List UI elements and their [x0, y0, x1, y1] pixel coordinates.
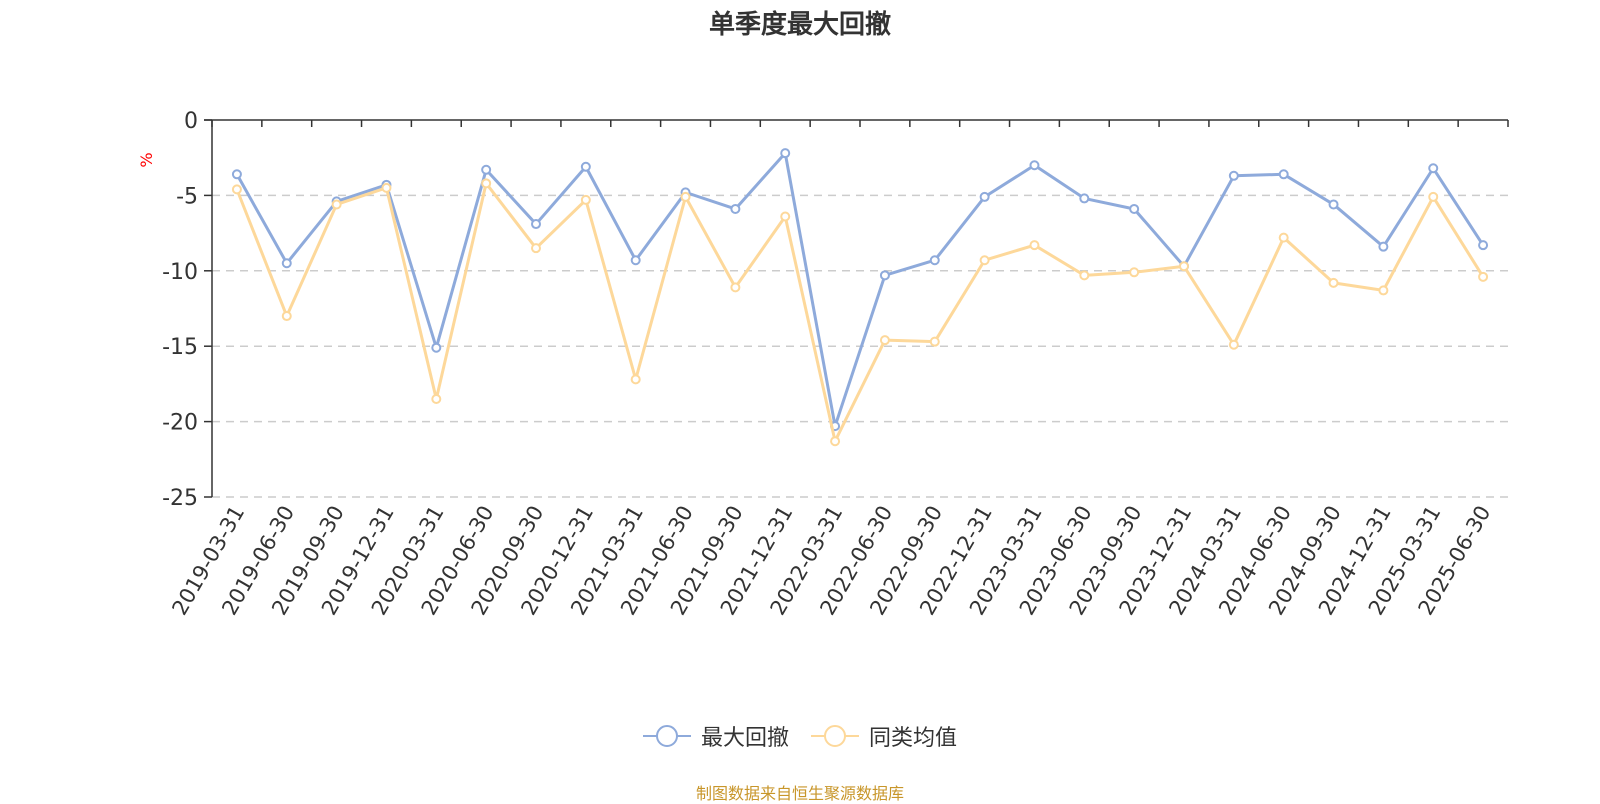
- data-point-series-1: [1129, 203, 1140, 214]
- data-point-series-1: [1328, 199, 1339, 210]
- data-point-series-1: [431, 342, 442, 353]
- data-point-series-2: [281, 311, 292, 322]
- data-point-series-2: [1129, 267, 1140, 278]
- data-point-series-2: [1428, 191, 1439, 202]
- y-tick-label: -25: [162, 486, 198, 511]
- data-point-series-1: [481, 164, 492, 175]
- series-lines: [231, 148, 1489, 447]
- legend-item-2[interactable]: 同类均值: [811, 720, 957, 752]
- data-point-series-1: [1378, 241, 1389, 252]
- legend-label: 最大回撤: [700, 726, 789, 751]
- data-point-series-2: [1328, 277, 1339, 288]
- y-tick-label: -15: [162, 335, 198, 360]
- data-point-series-2: [580, 194, 591, 205]
- data-point-series-2: [929, 336, 940, 347]
- data-point-series-1: [281, 258, 292, 269]
- data-point-series-2: [531, 243, 541, 254]
- y-tick-label: -20: [162, 411, 198, 436]
- data-point-series-1: [1029, 160, 1040, 171]
- data-point-series-2: [1179, 261, 1189, 272]
- data-point-series-1: [1079, 193, 1090, 204]
- y-tick-label: -10: [162, 260, 198, 285]
- data-point-series-2: [1079, 270, 1090, 281]
- data-point-series-2: [1228, 339, 1239, 350]
- line-chart: 0-5-10-15-20-252019-03-312019-06-302019-…: [137, 109, 1509, 619]
- data-point-series-1: [1428, 163, 1439, 174]
- series-line-1: [235, 151, 1485, 428]
- data-point-series-2: [1378, 285, 1389, 296]
- source-note: 制图数据来自恒生聚源数据库: [695, 784, 904, 803]
- data-point-series-1: [879, 270, 890, 281]
- data-point-series-1: [929, 255, 940, 266]
- data-point-series-2: [730, 282, 741, 293]
- data-point-series-1: [780, 148, 791, 159]
- y-tick-label: 0: [184, 109, 198, 134]
- data-point-series-2: [1029, 240, 1040, 251]
- data-point-series-1: [1228, 170, 1239, 181]
- legend: 最大回撤 同类均值: [0, 720, 1600, 752]
- data-point-series-2: [879, 335, 890, 346]
- data-point-series-1: [531, 219, 541, 230]
- y-axis-unit: %: [137, 152, 156, 167]
- legend-item-1[interactable]: 最大回撤: [642, 720, 789, 752]
- data-point-series-1: [630, 255, 641, 266]
- legend-marker-icon: [642, 725, 691, 747]
- data-point-series-2: [1478, 271, 1489, 282]
- data-point-series-1: [730, 203, 741, 214]
- series-line-2: [235, 181, 1485, 443]
- legend-marker-icon: [811, 725, 859, 747]
- data-point-series-2: [431, 393, 442, 404]
- axes: 0-5-10-15-20-252019-03-312019-06-302019-…: [162, 109, 1509, 619]
- data-point-series-2: [780, 211, 791, 222]
- data-point-series-2: [630, 374, 641, 385]
- data-point-series-2: [1278, 232, 1289, 243]
- data-point-series-1: [231, 169, 242, 180]
- data-point-series-1: [1478, 240, 1489, 251]
- data-point-series-2: [231, 184, 242, 195]
- data-point-series-2: [481, 178, 492, 189]
- data-point-series-2: [680, 191, 691, 202]
- data-point-series-2: [979, 255, 990, 266]
- legend-circle: [655, 725, 678, 747]
- data-point-series-1: [580, 161, 591, 172]
- chart-title: 单季度最大回撤: [708, 10, 891, 40]
- data-point-series-2: [331, 199, 342, 210]
- data-point-series-1: [979, 191, 990, 202]
- data-point-series-2: [830, 436, 841, 447]
- y-tick-label: -5: [176, 184, 198, 209]
- legend-circle: [824, 725, 846, 747]
- data-point-series-2: [381, 182, 392, 193]
- legend-label: 同类均值: [869, 726, 958, 751]
- data-point-series-1: [1278, 169, 1289, 180]
